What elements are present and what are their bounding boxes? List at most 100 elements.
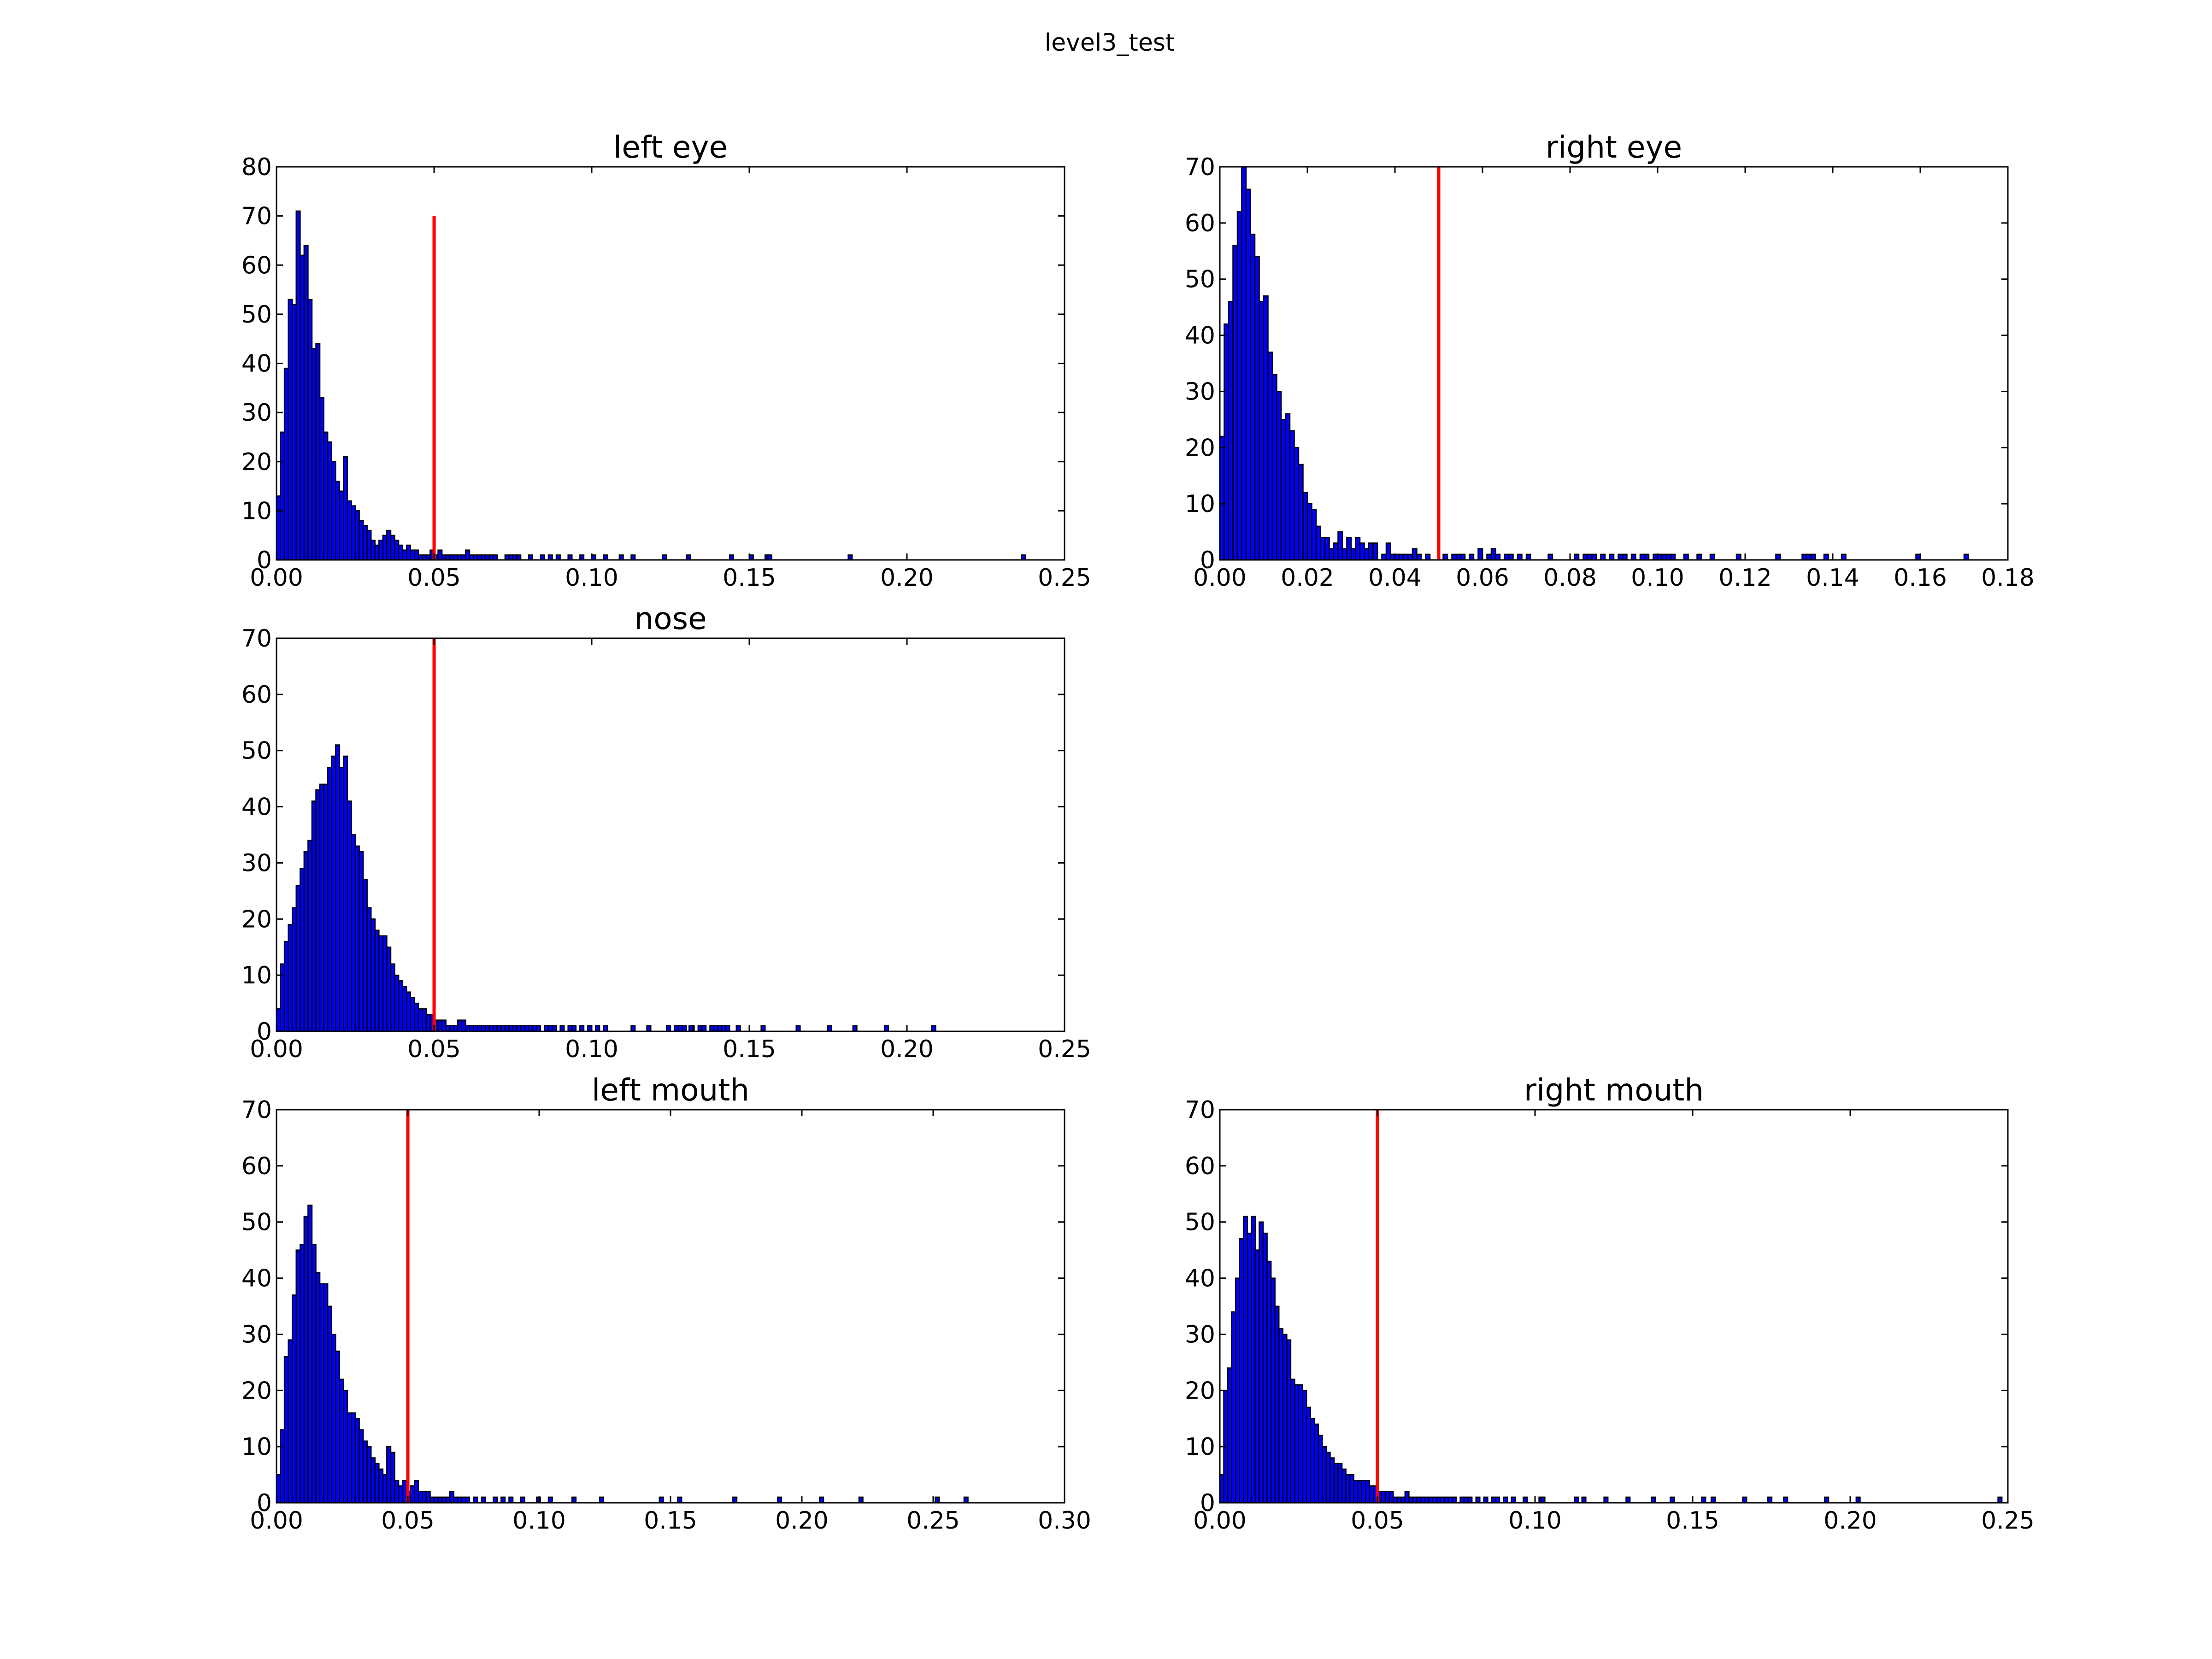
histogram-bar [1424,1496,1430,1504]
x-tick-label: 0.12 [1718,564,1772,592]
histogram-bar [1368,542,1374,561]
plot-frame [276,637,1065,1032]
histogram-bar [1408,1496,1414,1504]
histogram-bar [1425,553,1431,561]
histogram-bar [390,535,395,561]
histogram-bar [1298,464,1304,561]
x-tick-label: 0.02 [1281,564,1334,592]
y-tick-label: 30 [241,1321,272,1348]
histogram-bar [1460,553,1466,561]
histogram-bar [327,1306,332,1504]
histogram-bar [1236,211,1242,561]
histogram-bar [331,461,336,561]
histogram-bar [717,1025,723,1032]
histogram-bar [461,1496,466,1504]
axis-ticks: 0.00 0.05 0.10 0.15 0.20 0.25 0 10 20 30 40 50 60 70 [1185,1096,2035,1535]
panel-nose: nose 0.00 0.05 0.10 0.15 0.20 0.25 0 10 20 30 40 50… [241,601,1091,1063]
histogram-bar [1583,553,1588,561]
y-tick-label: 60 [241,681,272,709]
y-tick-label: 20 [1185,1377,1215,1405]
histogram-bar [520,1496,525,1504]
histogram-bar [682,1025,687,1032]
y-tick-label: 50 [241,737,272,765]
histogram-bar [1241,166,1247,561]
histogram-bar [449,1025,455,1032]
histogram-bar [453,1025,459,1032]
histogram-bar [1810,553,1816,561]
histogram-bar [659,1496,664,1504]
histogram-bar [508,1025,514,1032]
histogram-bar [414,1480,419,1504]
y-tick-label: 60 [241,1153,272,1180]
histogram-bar [402,986,407,1032]
histogram-bar [481,1496,486,1504]
histogram-bar [311,800,317,1032]
histogram-bar [335,481,341,561]
histogram-bar [414,549,419,561]
histogram-bar [315,789,321,1032]
histogram-bar [339,490,344,561]
histogram-bar [288,299,293,561]
histogram-bar [1399,553,1405,561]
figure-title: level3_test [1045,29,1175,57]
histogram-bar [677,1496,682,1504]
histogram-bar [378,1468,384,1504]
histogram-bar [520,1025,525,1032]
histogram-bar [473,1025,478,1032]
histogram-bar [1587,553,1593,561]
histogram-bar [398,980,403,1032]
y-tick-label: 0 [257,547,272,574]
histogram-bar [1235,1277,1240,1504]
histogram-bar [1381,553,1387,561]
histogram-bar [351,1412,356,1504]
histogram-bar [1333,542,1339,561]
histogram-bar [1806,553,1812,561]
histogram-bar [1486,553,1492,561]
x-tick-label: 0.00 [1193,564,1247,592]
histogram-bar [362,1440,368,1504]
histogram-bar [327,441,332,561]
histogram-bar [307,840,313,1032]
y-tick-label: 40 [1185,322,1215,350]
histogram-bar [418,1491,423,1504]
histogram-bar [1369,1485,1374,1504]
histogram-bar [630,554,636,561]
histogram-bar [410,997,415,1032]
histogram-bar [481,1025,486,1032]
histogram-bar [1280,419,1286,561]
histogram-bar [540,554,545,561]
histogram-bar [567,554,573,561]
histogram-bar [354,845,360,1032]
histogram-bar [319,783,324,1032]
histogram-bar [469,1025,474,1032]
histogram-bar [1490,548,1496,561]
x-tick-label: 0.25 [1038,1035,1091,1063]
histogram-bar [394,540,400,561]
histogram-bar [1245,188,1251,561]
histogram-bar [402,549,407,561]
histogram-bar [374,930,380,1032]
histogram-bar [1639,553,1645,561]
histogram-bar [767,554,772,561]
histogram-bar [323,431,329,561]
histogram-bar [1742,1496,1747,1504]
y-tick-label: 0 [257,1018,272,1046]
y-tick-label: 70 [1185,1096,1215,1124]
y-tick-label: 10 [241,1433,272,1461]
histogram-bar [1285,413,1291,561]
histogram-bar [303,245,309,561]
histogram-bar [701,1025,707,1032]
y-tick-label: 50 [1185,266,1215,294]
histogram-bar [1459,1496,1465,1504]
panel-left-mouth: left mouth 0.00 0.05 0.10 0.15 0.20 0.25 0.300… [241,1072,1091,1535]
histogram-bar [512,554,518,561]
histogram-bar [283,367,289,561]
histogram-bar [931,1025,936,1032]
histogram-bar [1625,1496,1631,1504]
histogram-bar [1683,553,1689,561]
histogram-bar [425,1014,431,1032]
x-tick-label: 0.00 [250,1507,303,1535]
histogram-bar [1600,553,1606,561]
histogram-bar [1345,1474,1351,1504]
histogram-bar [280,1429,285,1504]
